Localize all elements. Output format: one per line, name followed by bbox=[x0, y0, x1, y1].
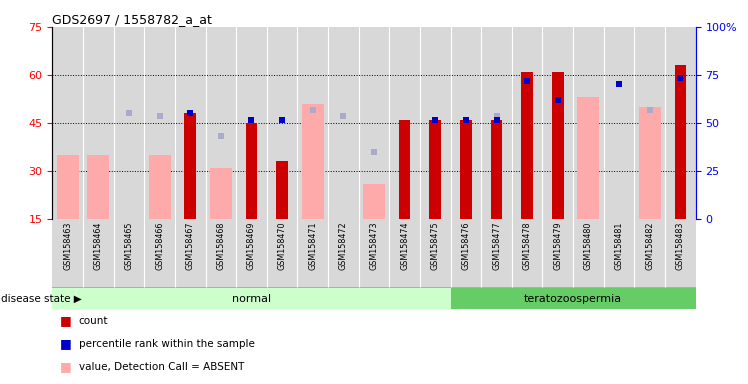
Bar bbox=[328, 27, 359, 219]
Bar bbox=[149, 155, 171, 219]
Text: GSM158467: GSM158467 bbox=[186, 222, 194, 270]
Text: GSM158478: GSM158478 bbox=[523, 222, 532, 270]
Bar bbox=[363, 184, 385, 219]
Text: GSM158466: GSM158466 bbox=[155, 222, 164, 270]
Bar bbox=[491, 120, 503, 219]
Text: GSM158472: GSM158472 bbox=[339, 222, 348, 270]
Bar bbox=[359, 27, 389, 219]
Bar bbox=[185, 113, 196, 219]
Text: disease state ▶: disease state ▶ bbox=[1, 293, 82, 304]
Bar bbox=[298, 27, 328, 219]
Bar bbox=[206, 27, 236, 219]
Bar bbox=[144, 219, 175, 288]
Bar bbox=[52, 288, 450, 309]
Bar bbox=[399, 120, 411, 219]
Bar bbox=[389, 219, 420, 288]
Text: GSM158479: GSM158479 bbox=[554, 222, 562, 270]
Bar bbox=[573, 219, 604, 288]
Bar bbox=[144, 27, 175, 219]
Bar bbox=[301, 104, 324, 219]
Bar bbox=[460, 120, 472, 219]
Bar bbox=[512, 219, 542, 288]
Bar bbox=[83, 27, 114, 219]
Text: GSM158482: GSM158482 bbox=[646, 222, 654, 270]
Bar bbox=[577, 97, 599, 219]
Bar bbox=[236, 27, 267, 219]
Bar bbox=[420, 219, 450, 288]
Bar bbox=[175, 219, 206, 288]
Bar bbox=[665, 219, 696, 288]
Bar bbox=[236, 219, 267, 288]
Text: GSM158475: GSM158475 bbox=[431, 222, 440, 270]
Bar bbox=[521, 72, 533, 219]
Bar bbox=[420, 27, 450, 219]
Bar bbox=[481, 27, 512, 219]
Bar bbox=[512, 27, 542, 219]
Bar bbox=[114, 219, 144, 288]
Text: GSM158474: GSM158474 bbox=[400, 222, 409, 270]
Bar bbox=[298, 219, 328, 288]
Bar bbox=[481, 219, 512, 288]
Text: GSM158468: GSM158468 bbox=[216, 222, 225, 270]
Bar bbox=[604, 219, 634, 288]
Bar bbox=[206, 219, 236, 288]
Text: GSM158465: GSM158465 bbox=[124, 222, 133, 270]
Bar bbox=[267, 219, 298, 288]
Bar bbox=[552, 72, 563, 219]
Bar bbox=[450, 27, 481, 219]
Text: ■: ■ bbox=[60, 314, 72, 327]
Text: GSM158463: GSM158463 bbox=[63, 222, 72, 270]
Text: count: count bbox=[79, 316, 108, 326]
Text: GSM158469: GSM158469 bbox=[247, 222, 256, 270]
Bar bbox=[359, 219, 389, 288]
Bar bbox=[52, 27, 83, 219]
Bar bbox=[675, 65, 686, 219]
Text: GSM158476: GSM158476 bbox=[462, 222, 470, 270]
Bar bbox=[542, 27, 573, 219]
Text: GSM158471: GSM158471 bbox=[308, 222, 317, 270]
Text: value, Detection Call = ABSENT: value, Detection Call = ABSENT bbox=[79, 362, 244, 372]
Bar bbox=[542, 219, 573, 288]
Bar bbox=[665, 27, 696, 219]
Text: GSM158483: GSM158483 bbox=[676, 222, 685, 270]
Bar bbox=[634, 219, 665, 288]
Bar bbox=[328, 219, 359, 288]
Bar bbox=[604, 27, 634, 219]
Bar bbox=[57, 155, 79, 219]
Text: percentile rank within the sample: percentile rank within the sample bbox=[79, 339, 254, 349]
Bar bbox=[209, 168, 232, 219]
Bar bbox=[175, 27, 206, 219]
Bar bbox=[88, 155, 109, 219]
Text: GSM158477: GSM158477 bbox=[492, 222, 501, 270]
Bar bbox=[450, 219, 481, 288]
Text: ■: ■ bbox=[60, 337, 72, 350]
Text: GSM158481: GSM158481 bbox=[615, 222, 624, 270]
Bar bbox=[429, 120, 441, 219]
Bar bbox=[114, 27, 144, 219]
Bar bbox=[245, 123, 257, 219]
Bar bbox=[573, 27, 604, 219]
Text: ■: ■ bbox=[60, 383, 72, 384]
Text: ■: ■ bbox=[60, 360, 72, 373]
Bar bbox=[267, 27, 298, 219]
Bar bbox=[450, 288, 696, 309]
Bar bbox=[276, 161, 288, 219]
Text: GDS2697 / 1558782_a_at: GDS2697 / 1558782_a_at bbox=[52, 13, 212, 26]
Text: GSM158473: GSM158473 bbox=[370, 222, 378, 270]
Text: GSM158464: GSM158464 bbox=[94, 222, 102, 270]
Bar bbox=[52, 219, 83, 288]
Bar bbox=[83, 219, 114, 288]
Text: teratozoospermia: teratozoospermia bbox=[524, 293, 622, 304]
Bar bbox=[389, 27, 420, 219]
Text: GSM158480: GSM158480 bbox=[584, 222, 593, 270]
Text: normal: normal bbox=[232, 293, 271, 304]
Bar bbox=[639, 107, 660, 219]
Bar bbox=[634, 27, 665, 219]
Text: GSM158470: GSM158470 bbox=[278, 222, 286, 270]
